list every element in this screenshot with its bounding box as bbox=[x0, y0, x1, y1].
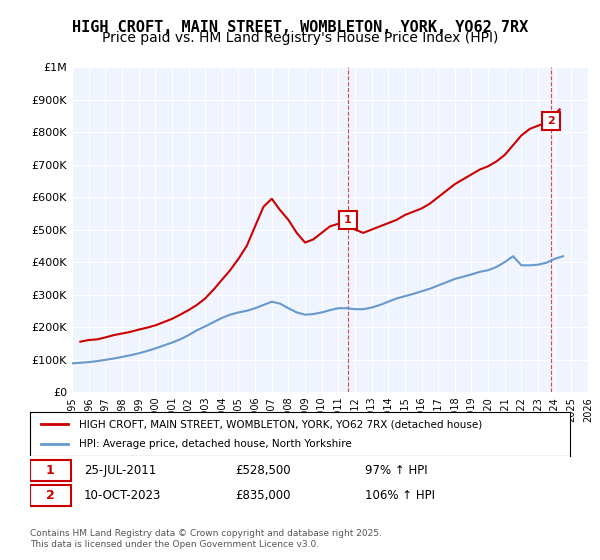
Text: 25-JUL-2011: 25-JUL-2011 bbox=[84, 464, 156, 477]
Text: Contains HM Land Registry data © Crown copyright and database right 2025.
This d: Contains HM Land Registry data © Crown c… bbox=[30, 529, 382, 549]
Text: £528,500: £528,500 bbox=[235, 464, 291, 477]
FancyBboxPatch shape bbox=[30, 484, 71, 506]
Text: HIGH CROFT, MAIN STREET, WOMBLETON, YORK, YO62 7RX: HIGH CROFT, MAIN STREET, WOMBLETON, YORK… bbox=[72, 20, 528, 35]
Text: Price paid vs. HM Land Registry's House Price Index (HPI): Price paid vs. HM Land Registry's House … bbox=[102, 31, 498, 45]
Text: 10-OCT-2023: 10-OCT-2023 bbox=[84, 489, 161, 502]
FancyBboxPatch shape bbox=[30, 460, 71, 481]
Text: 2: 2 bbox=[547, 116, 555, 126]
Text: 1: 1 bbox=[46, 464, 55, 477]
Text: £835,000: £835,000 bbox=[235, 489, 290, 502]
Text: HPI: Average price, detached house, North Yorkshire: HPI: Average price, detached house, Nort… bbox=[79, 439, 352, 449]
Text: 106% ↑ HPI: 106% ↑ HPI bbox=[365, 489, 435, 502]
Text: 97% ↑ HPI: 97% ↑ HPI bbox=[365, 464, 427, 477]
Text: 2: 2 bbox=[46, 489, 55, 502]
Text: HIGH CROFT, MAIN STREET, WOMBLETON, YORK, YO62 7RX (detached house): HIGH CROFT, MAIN STREET, WOMBLETON, YORK… bbox=[79, 419, 482, 429]
Text: 1: 1 bbox=[344, 216, 352, 225]
